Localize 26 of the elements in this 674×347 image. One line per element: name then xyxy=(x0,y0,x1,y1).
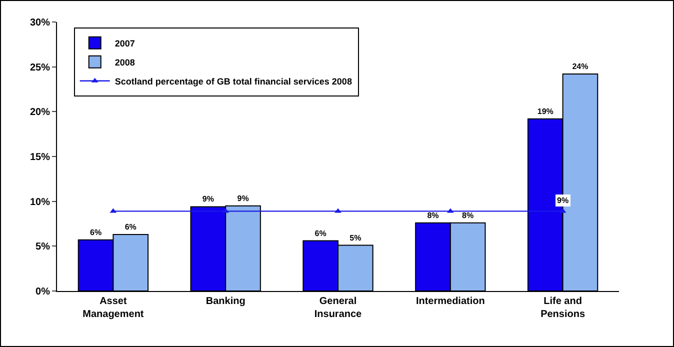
y-tick-label: 0% xyxy=(36,286,50,298)
data-label: 6% xyxy=(314,228,326,238)
x-tick-label: Intermediation xyxy=(416,296,485,307)
data-label: 8% xyxy=(427,210,439,220)
x-tick-label: Life and Pensions xyxy=(540,296,586,320)
data-label: 5% xyxy=(350,233,362,242)
x-tick-label: Asset Management xyxy=(82,296,144,320)
legend-label: Scotland percentage of GB total financial services 2008 xyxy=(114,76,352,86)
legend-label: 2007 xyxy=(114,38,135,48)
y-tick-label: 20% xyxy=(30,107,50,118)
x-tick-label: General Insurance xyxy=(314,296,362,320)
y-tick-label: 5% xyxy=(36,242,50,253)
data-label: 19% xyxy=(537,106,554,116)
data-label: 6% xyxy=(124,222,136,232)
y-tick-label: 10% xyxy=(30,196,50,208)
y-tick-label: 30% xyxy=(30,18,50,28)
data-label: 6% xyxy=(90,228,102,237)
y-tick-label: 15% xyxy=(30,152,50,163)
data-label: 8% xyxy=(462,210,474,220)
x-tick-label: Banking xyxy=(206,296,246,307)
data-label: 9% xyxy=(202,194,214,204)
legend-label: 2008 xyxy=(114,57,135,68)
data-label: 24% xyxy=(572,62,588,72)
data-label: 9% xyxy=(557,196,569,205)
data-label: 9% xyxy=(237,194,249,203)
y-tick-label: 25% xyxy=(30,62,50,74)
